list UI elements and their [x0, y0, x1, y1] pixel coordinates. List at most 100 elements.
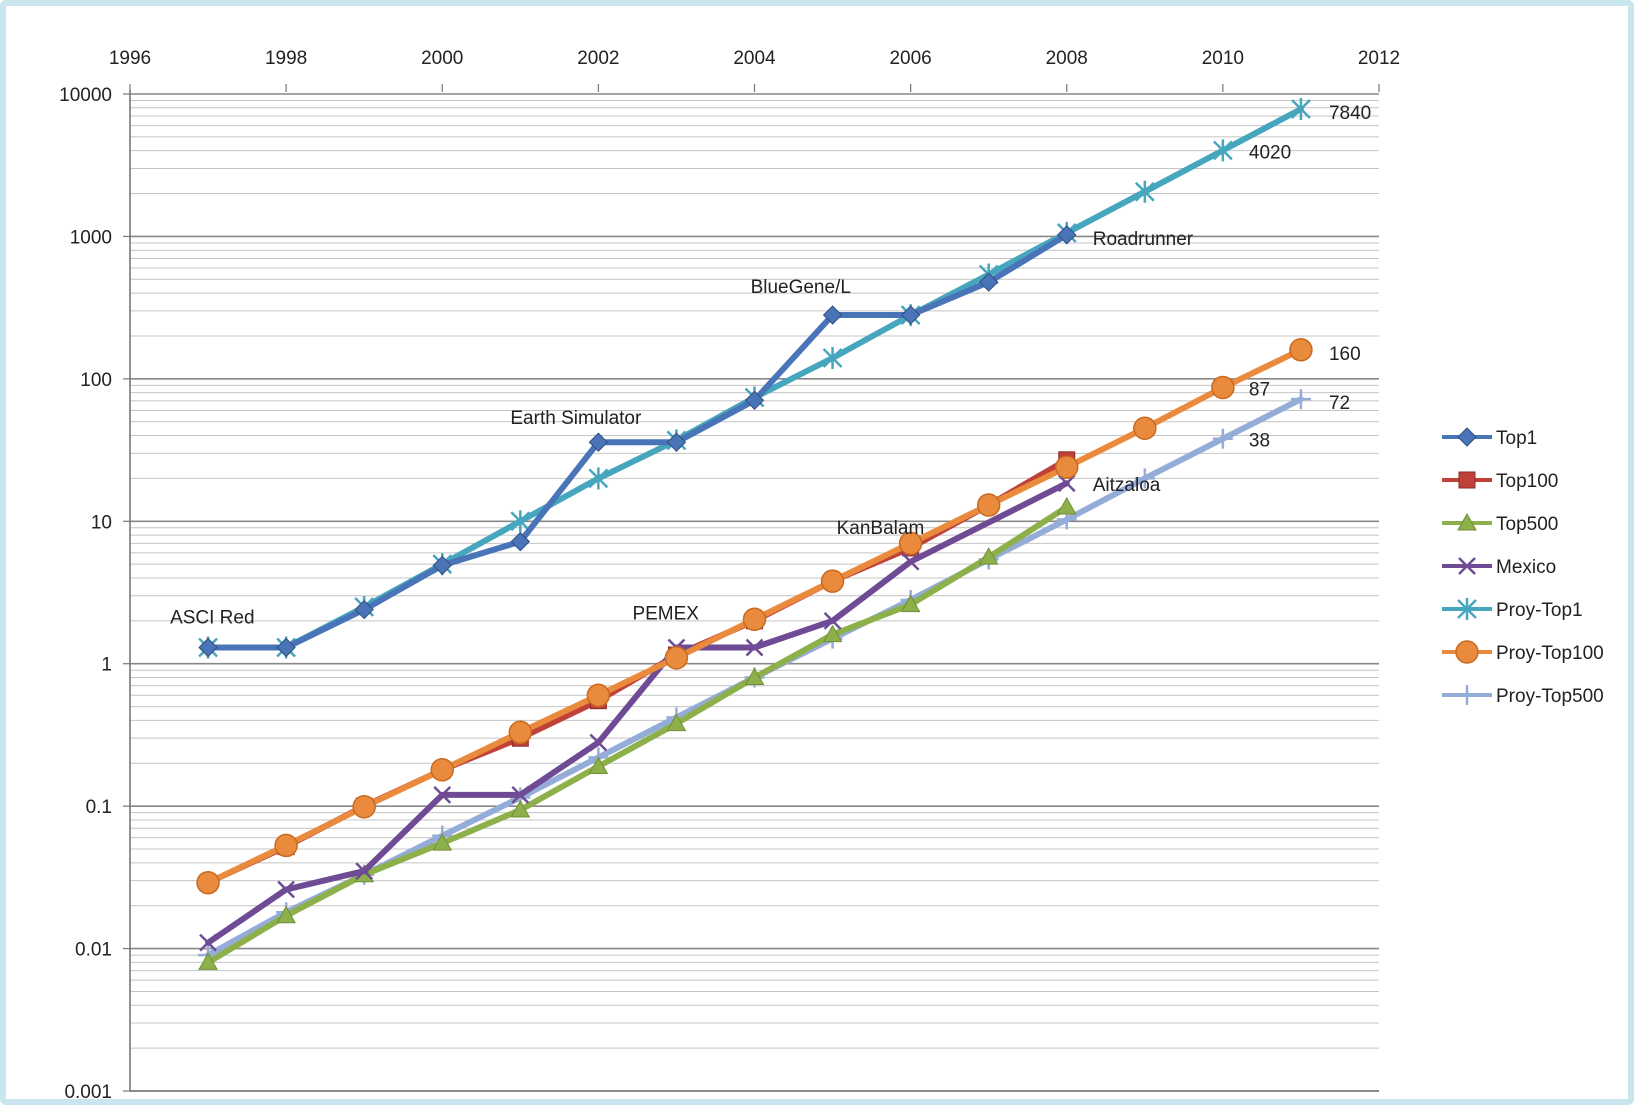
point-proy-top500: [1134, 468, 1155, 489]
point-mexico: [745, 638, 764, 657]
legend-entry-top1: Top1: [1442, 427, 1537, 449]
point-top500: [822, 624, 843, 643]
point-proy-top100: [664, 646, 689, 670]
point-proy-top500: [1290, 389, 1311, 410]
point-proy-top100: [196, 870, 220, 895]
legend-marker: [1458, 471, 1476, 489]
data-label: 4020: [1249, 142, 1291, 163]
legend-marker: [1457, 512, 1477, 531]
point-proy-top1: [588, 467, 609, 490]
legend-entry-mexico: Mexico: [1442, 557, 1556, 578]
point-proy-top100: [430, 758, 454, 782]
point-proy-top1: [1134, 180, 1155, 203]
log-line-chart: 1996 1998 2000 2002 2004 2006 2008 2010 20121000…: [59, 48, 1604, 1103]
point-proy-top100: [898, 531, 923, 556]
point-top500: [900, 594, 921, 613]
point-top500: [510, 799, 531, 818]
annotation-aitzaloa: Aitzaloa: [1093, 475, 1161, 496]
point-top1: [432, 555, 452, 576]
legend-marker: [1457, 427, 1477, 447]
legend-marker: [1457, 598, 1477, 620]
x-tick-label: 2000: [421, 48, 463, 69]
point-top1: [744, 390, 765, 411]
point-proy-top1: [1291, 98, 1311, 121]
x-tick-label: 2008: [1046, 48, 1088, 69]
point-proy-top100: [1055, 455, 1079, 479]
annotation-bluegene-l: BlueGene/L: [751, 277, 851, 298]
point-top500: [1056, 496, 1077, 515]
y-tick-label: 10000: [59, 85, 112, 106]
legend-label: Mexico: [1496, 557, 1556, 578]
point-mexico: [277, 880, 296, 899]
y-tick-label: 0.1: [86, 797, 112, 818]
point-mexico: [355, 862, 374, 880]
point-top1: [978, 272, 999, 292]
data-label: 87: [1249, 379, 1270, 400]
annotations: ASCI Red Earth Simulator BlueGene/L Roadrun…: [170, 103, 1371, 628]
series-proy-top100: [196, 338, 1313, 895]
legend-label: Proy-Top100: [1496, 643, 1604, 664]
point-top500: [588, 756, 609, 774]
axes: 1996 1998 2000 2002 2004 2006 2008 2010 20121000…: [59, 48, 1400, 1103]
point-top500: [744, 667, 765, 686]
y-tick-label: 0.01: [75, 940, 112, 961]
data-label: 7840: [1329, 103, 1371, 124]
annotation-asci-red: ASCI Red: [170, 607, 254, 628]
data-label: 72: [1329, 393, 1350, 414]
legend-entry-top100: Top100: [1442, 471, 1558, 492]
point-top1: [198, 637, 218, 658]
series-mexico: [199, 474, 1076, 952]
legend-entry-proy-top500: Proy-Top500: [1442, 685, 1604, 707]
point-top1: [666, 432, 687, 452]
point-mexico: [1057, 474, 1076, 493]
point-proy-top100: [820, 569, 845, 593]
point-mexico: [823, 611, 842, 630]
x-tick-label: 2010: [1202, 48, 1244, 69]
legend-label: Top1: [1496, 428, 1537, 449]
series-top500: [198, 496, 1077, 970]
point-proy-top100: [508, 720, 533, 745]
annotation-earth-simulator: Earth Simulator: [510, 408, 642, 429]
point-mexico: [433, 785, 452, 804]
point-top1: [1057, 225, 1077, 245]
point-mexico: [589, 733, 608, 752]
x-tick-label: 2004: [733, 48, 776, 69]
legend: Top1 Top100 Top500 Mexico Proy-Top1 Proy-Top1…: [1442, 427, 1604, 707]
legend-label: Top500: [1496, 514, 1558, 535]
point-mexico: [199, 933, 217, 952]
series-line-top1: [205, 231, 1070, 651]
series-top1: [198, 225, 1077, 658]
point-proy-top100: [1133, 416, 1157, 440]
point-top500: [978, 547, 999, 565]
x-tick-label: 2006: [889, 48, 931, 69]
point-top500: [276, 905, 296, 924]
grid: [130, 93, 1379, 1092]
legend-entry-proy-top1: Proy-Top1: [1442, 598, 1583, 621]
x-tick-label: 2002: [577, 48, 619, 69]
y-tick-label: 1: [101, 655, 112, 676]
point-proy-top100: [1211, 375, 1235, 400]
y-tick-label: 1000: [70, 227, 112, 248]
point-top1: [588, 432, 609, 452]
y-tick-label: 100: [80, 370, 112, 391]
point-proy-top100: [742, 607, 767, 632]
legend-entry-top500: Top500: [1442, 512, 1558, 535]
x-tick-label: 1998: [265, 48, 307, 69]
x-tick-label: 2012: [1358, 48, 1400, 69]
point-top1: [900, 305, 921, 325]
point-proy-top500: [1212, 428, 1233, 449]
series-line-mexico: [205, 480, 1070, 946]
point-proy-top100: [352, 795, 376, 819]
legend-entry-proy-top100: Proy-Top100: [1442, 640, 1604, 664]
legend-marker: [1457, 685, 1477, 705]
point-top1: [510, 531, 531, 552]
series-line-top500: [205, 504, 1070, 966]
point-proy-top1: [822, 347, 843, 370]
data-label: 160: [1329, 344, 1361, 365]
legend-label: Top100: [1496, 471, 1558, 492]
point-top1: [822, 305, 843, 325]
point-mexico: [901, 552, 920, 571]
point-proy-top100: [274, 833, 298, 858]
point-proy-top100: [586, 683, 611, 708]
